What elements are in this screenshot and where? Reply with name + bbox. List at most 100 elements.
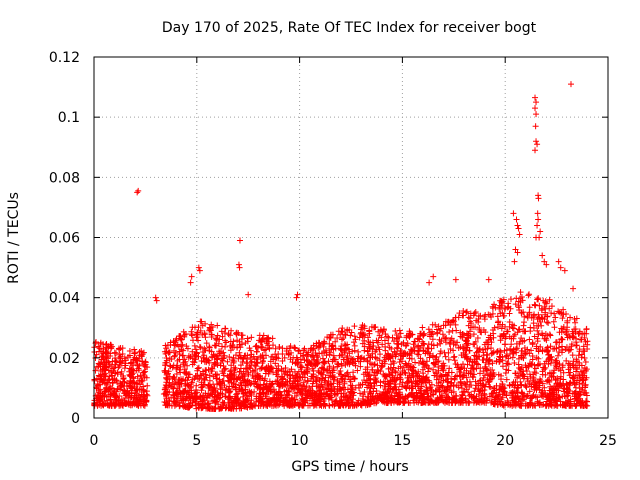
- data-point: [297, 364, 304, 371]
- data-point: [409, 389, 416, 396]
- data-point: [247, 365, 254, 372]
- data-point: [414, 392, 421, 399]
- data-point: [502, 370, 509, 377]
- data-point: [425, 326, 432, 333]
- data-point: [276, 344, 283, 351]
- data-point: [564, 319, 571, 326]
- data-point: [580, 367, 587, 374]
- data-point: [399, 379, 406, 386]
- data-point: [228, 327, 235, 334]
- data-point: [270, 369, 277, 376]
- data-point: [501, 305, 508, 312]
- data-point: [538, 392, 545, 399]
- data-point: [503, 347, 510, 354]
- data-point: [477, 312, 484, 319]
- data-point: [192, 399, 199, 406]
- data-point: [120, 387, 127, 394]
- data-point: [133, 380, 140, 387]
- data-point: [105, 402, 112, 409]
- data-point: [256, 390, 263, 397]
- data-point: [559, 393, 566, 400]
- data-point: [496, 386, 503, 393]
- data-point: [572, 335, 579, 342]
- data-point: [430, 273, 437, 280]
- data-point: [526, 360, 533, 367]
- data-point: [512, 370, 519, 377]
- data-point: [450, 383, 457, 390]
- data-point: [557, 367, 564, 374]
- data-point: [391, 368, 398, 375]
- data-point: [378, 391, 385, 398]
- data-point: [465, 334, 472, 341]
- data-point: [244, 335, 251, 342]
- data-point: [516, 231, 523, 238]
- data-point: [451, 376, 458, 383]
- data-point: [213, 355, 220, 362]
- data-point: [405, 366, 412, 373]
- data-point: [142, 368, 149, 375]
- data-point: [536, 376, 543, 383]
- data-point: [526, 371, 533, 378]
- data-point: [338, 336, 345, 343]
- data-point: [236, 264, 243, 271]
- data-point: [526, 380, 533, 387]
- data-point: [314, 354, 321, 361]
- data-point: [490, 385, 497, 392]
- data-point: [402, 370, 409, 377]
- data-point: [323, 349, 330, 356]
- data-point: [351, 342, 358, 349]
- data-point: [171, 353, 178, 360]
- data-point: [582, 381, 589, 388]
- data-point: [239, 401, 246, 408]
- data-point: [172, 352, 179, 359]
- data-point: [298, 363, 305, 370]
- data-point: [456, 310, 463, 317]
- data-point: [526, 336, 533, 343]
- data-point: [141, 369, 148, 376]
- data-point: [262, 352, 269, 359]
- data-point: [422, 361, 429, 368]
- data-point: [207, 390, 214, 397]
- data-point: [328, 397, 335, 404]
- data-point: [347, 378, 354, 385]
- data-point: [489, 303, 496, 310]
- data-point: [97, 363, 104, 370]
- data-point: [197, 327, 204, 334]
- data-point: [310, 397, 317, 404]
- data-point: [462, 381, 469, 388]
- data-point: [100, 390, 107, 397]
- data-point: [263, 385, 270, 392]
- data-point: [140, 383, 147, 390]
- data-point: [110, 392, 117, 399]
- data-point: [580, 343, 587, 350]
- data-point: [542, 331, 549, 338]
- data-point: [559, 346, 566, 353]
- data-point: [515, 225, 522, 232]
- data-point: [173, 371, 180, 378]
- data-point: [569, 334, 576, 341]
- data-point: [567, 314, 574, 321]
- data-point: [442, 371, 449, 378]
- data-point: [221, 330, 228, 337]
- data-point: [226, 385, 233, 392]
- data-point: [356, 385, 363, 392]
- x-tick-label: 15: [393, 433, 411, 449]
- data-point: [521, 351, 528, 358]
- data-point: [315, 339, 322, 346]
- data-point: [376, 357, 383, 364]
- data-point: [111, 349, 118, 356]
- data-point: [303, 383, 310, 390]
- data-point: [164, 376, 171, 383]
- data-point: [358, 354, 365, 361]
- data-point: [206, 324, 213, 331]
- data-point: [255, 373, 262, 380]
- data-point: [482, 383, 489, 390]
- data-point: [558, 329, 565, 336]
- data-point: [425, 365, 432, 372]
- data-point: [357, 330, 364, 337]
- data-point: [198, 387, 205, 394]
- data-point: [188, 379, 195, 386]
- data-point: [367, 390, 374, 397]
- data-point: [426, 279, 433, 286]
- data-point: [253, 348, 260, 355]
